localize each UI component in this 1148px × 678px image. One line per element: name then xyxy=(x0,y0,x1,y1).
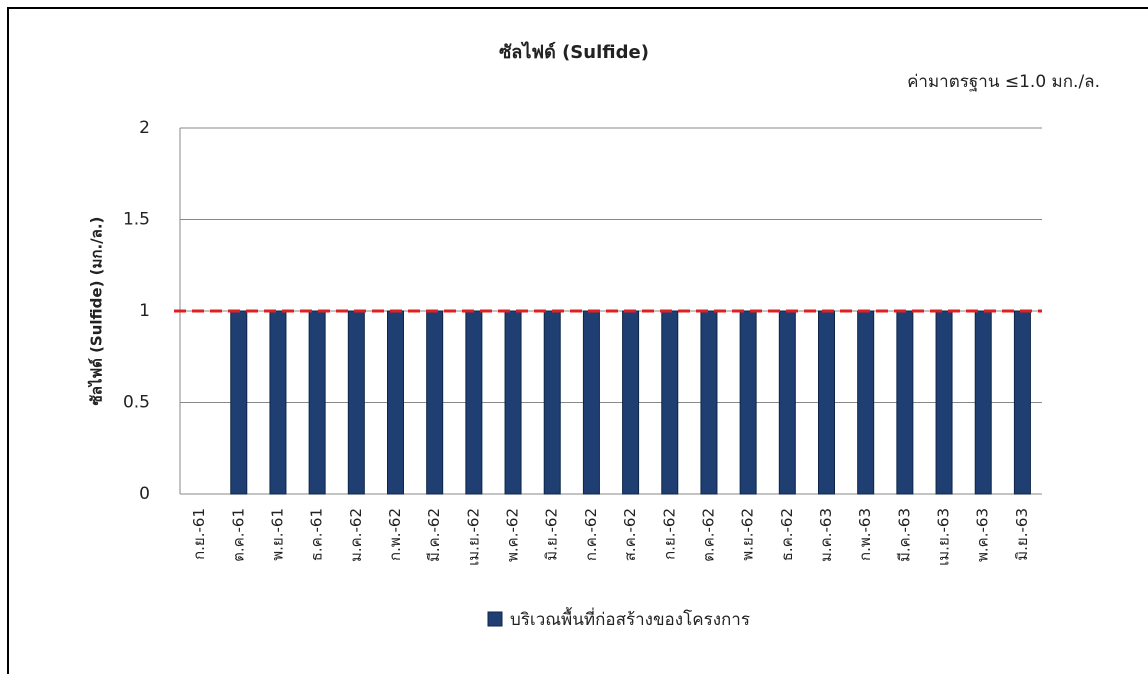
bar xyxy=(347,310,365,495)
bar xyxy=(308,310,326,495)
bar xyxy=(661,310,679,495)
x-tick-label: มิ.ย.-63 xyxy=(1013,508,1031,561)
x-tick-label: พ.ย.-61 xyxy=(268,508,286,561)
bar xyxy=(582,310,600,495)
x-tick-label: ก.พ.-62 xyxy=(386,508,404,561)
bar xyxy=(622,310,640,495)
annotation: ค่ามาตรฐาน ≤1.0 มก./ล. xyxy=(907,72,1100,92)
y-tick-label: 0.5 xyxy=(123,393,150,413)
x-tick-label: เม.ย.-62 xyxy=(464,508,482,566)
y-axis-label: ซัลไฟด์ (Sulfide) (มก./ล.) xyxy=(87,217,106,406)
x-tick-label: ต.ค.-62 xyxy=(699,508,717,562)
bar xyxy=(230,310,248,495)
x-tick-label: ก.ย.-61 xyxy=(190,508,208,560)
y-tick-label: 1.5 xyxy=(123,210,150,230)
bar xyxy=(426,310,444,495)
bar xyxy=(857,310,875,495)
bar xyxy=(778,310,796,495)
bar xyxy=(739,310,757,495)
x-tick-label: ก.ค.-62 xyxy=(582,508,600,561)
bar xyxy=(504,310,522,495)
x-tick-label: มิ.ย.-62 xyxy=(543,508,561,561)
x-tick-label: มี.ค.-62 xyxy=(425,508,443,562)
bar xyxy=(935,310,953,495)
x-tick-label: ก.ย.-62 xyxy=(660,508,678,560)
y-tick-label: 1 xyxy=(139,301,150,321)
x-tick-label: ธ.ค.-61 xyxy=(308,508,326,561)
bar xyxy=(387,310,404,495)
x-tick-label: พ.ค.-63 xyxy=(974,508,992,562)
bar xyxy=(465,310,483,495)
frame xyxy=(7,7,1148,678)
y-tick-label: 0 xyxy=(139,484,150,504)
bar xyxy=(1013,310,1031,495)
bar xyxy=(974,310,992,495)
x-tick-label: ก.พ.-63 xyxy=(856,508,874,561)
x-tick-label: ม.ค.-63 xyxy=(817,508,835,562)
x-tick-label: เม.ย.-63 xyxy=(935,508,953,566)
bar xyxy=(896,310,914,495)
x-tick-label: พ.ค.-62 xyxy=(504,508,522,562)
bar xyxy=(818,310,835,495)
x-tick-label: ม.ค.-62 xyxy=(347,508,365,562)
legend-label: บริเวณพื้นที่ก่อสร้างของโครงการ xyxy=(510,607,750,630)
x-tick-label: ส.ค.-62 xyxy=(621,508,639,561)
chart-title: ซัลไฟด์ (Sulfide) xyxy=(499,41,649,63)
x-tick-label: มี.ค.-63 xyxy=(895,508,913,562)
y-tick-label: 2 xyxy=(139,118,150,138)
bar xyxy=(700,310,718,495)
x-tick-label: ธ.ค.-62 xyxy=(778,508,796,561)
legend-swatch xyxy=(487,611,503,627)
x-tick-label: พ.ย.-62 xyxy=(739,508,757,561)
bar xyxy=(543,310,561,495)
x-tick-label: ต.ค.-61 xyxy=(229,508,247,562)
bar xyxy=(269,310,287,495)
